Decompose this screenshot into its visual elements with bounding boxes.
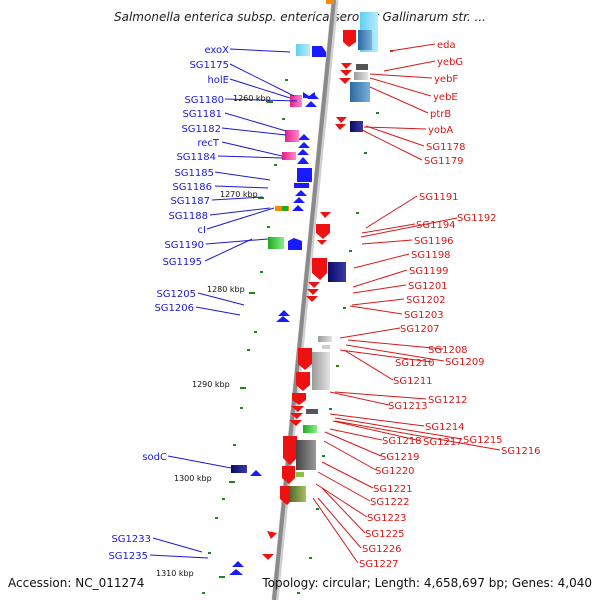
gene-label[interactable]: SG1214 xyxy=(425,422,465,433)
tick-label: 1260 kbp xyxy=(233,94,271,103)
gene-label[interactable]: SG1222 xyxy=(370,497,410,508)
left-gene-labels: exoX SG1175 holE SG1180 SG1181 SG1182 re… xyxy=(108,45,229,562)
tick-label: 1300 kbp xyxy=(174,474,212,483)
gene-label[interactable]: yebF xyxy=(434,74,458,85)
gene-label[interactable]: SG1203 xyxy=(404,310,444,321)
kbp-ticks: 1260 kbp 1270 kbp 1280 kbp 1290 kbp 1300… xyxy=(156,94,271,578)
gene-label[interactable]: SG1179 xyxy=(424,156,464,167)
gene-label[interactable]: SG1191 xyxy=(419,192,459,203)
gene-label[interactable]: SG1190 xyxy=(164,240,204,251)
gene-label[interactable]: SG1207 xyxy=(400,324,440,335)
gene-label[interactable]: SG1188 xyxy=(168,211,208,222)
gene-label[interactable]: SG1215 xyxy=(463,435,503,446)
gene-label[interactable]: SG1196 xyxy=(414,236,454,247)
gene-label[interactable]: SG1184 xyxy=(176,152,216,163)
map-title: Salmonella enterica subsp. enterica sero… xyxy=(114,10,486,24)
gene-label[interactable]: SG1201 xyxy=(408,281,448,292)
gene-label[interactable]: SG1217 xyxy=(423,437,463,448)
gene-label[interactable]: SG1216 xyxy=(501,446,541,457)
gene-label[interactable]: SG1185 xyxy=(174,168,214,179)
gene-label[interactable]: SG1187 xyxy=(170,196,210,207)
gene-label[interactable]: SG1212 xyxy=(428,395,468,406)
gene-label[interactable]: SG1199 xyxy=(409,266,449,277)
gene-label[interactable]: SG1218 xyxy=(382,436,422,447)
gene-label[interactable]: SG1219 xyxy=(380,452,420,463)
gene-label[interactable]: holE xyxy=(207,75,229,86)
gene-label[interactable]: SG1213 xyxy=(388,401,428,412)
tick-label: 1270 kbp xyxy=(220,190,258,199)
gene-label[interactable]: yebG xyxy=(437,57,463,68)
gene-label[interactable]: cI xyxy=(198,225,206,236)
gene-label[interactable]: SG1194 xyxy=(416,220,456,231)
gene-label[interactable]: SG1182 xyxy=(181,124,221,135)
leader-lines-left xyxy=(149,48,298,559)
gene-label[interactable]: SG1195 xyxy=(162,257,202,268)
gene-label[interactable]: SG1235 xyxy=(108,551,148,562)
gene-label[interactable]: SG1210 xyxy=(395,358,435,369)
leader-lines-right xyxy=(312,43,501,564)
gene-label[interactable]: SG1205 xyxy=(156,289,196,300)
gene-label[interactable]: sodC xyxy=(142,452,167,463)
gene-label[interactable]: SG1220 xyxy=(375,466,415,477)
gene-label[interactable]: SG1233 xyxy=(111,534,151,545)
feature-boxes xyxy=(231,12,378,502)
gene-label[interactable]: SG1175 xyxy=(189,60,229,71)
gene-label[interactable]: recT xyxy=(197,138,220,149)
gene-label[interactable]: SG1208 xyxy=(428,345,468,356)
tick-label: 1310 kbp xyxy=(156,569,194,578)
gene-label[interactable]: SG1178 xyxy=(426,142,466,153)
gene-label[interactable]: yobA xyxy=(428,125,453,136)
gene-label[interactable]: SG1223 xyxy=(367,513,407,524)
tick-label: 1290 kbp xyxy=(192,380,230,389)
accession-label: Accession: NC_011274 xyxy=(8,576,145,590)
gene-label[interactable]: SG1206 xyxy=(154,303,194,314)
small-features xyxy=(202,50,393,594)
gene-label[interactable]: SG1226 xyxy=(362,544,402,555)
gene-label[interactable]: SG1209 xyxy=(445,357,485,368)
right-gene-labels: eda yebG yebF yebE ptrB yobA SG1178 SG11… xyxy=(359,40,541,570)
gene-label[interactable]: SG1186 xyxy=(172,182,212,193)
forward-strand-features xyxy=(229,46,326,575)
gene-label[interactable]: SG1180 xyxy=(184,95,224,106)
gene-label[interactable]: SG1198 xyxy=(411,250,451,261)
gene-orange xyxy=(326,0,334,4)
gene-label[interactable]: yebE xyxy=(433,92,458,103)
genome-summary: Topology: circular; Length: 4,658,697 bp… xyxy=(262,576,592,590)
gene-label[interactable]: SG1221 xyxy=(373,484,413,495)
gene-label[interactable]: exoX xyxy=(204,45,229,56)
gene-label[interactable]: SG1181 xyxy=(182,109,222,120)
gene-label[interactable]: ptrB xyxy=(430,109,451,120)
gene-label[interactable]: SG1202 xyxy=(406,295,446,306)
gene-label[interactable]: eda xyxy=(437,40,456,51)
gene-label[interactable]: SG1192 xyxy=(457,213,497,224)
tick-label: 1280 kbp xyxy=(207,285,245,294)
gene-label[interactable]: SG1227 xyxy=(359,559,399,570)
gene-label[interactable]: SG1225 xyxy=(365,529,405,540)
reverse-strand-features xyxy=(262,30,356,560)
gene-label[interactable]: SG1211 xyxy=(393,376,433,387)
